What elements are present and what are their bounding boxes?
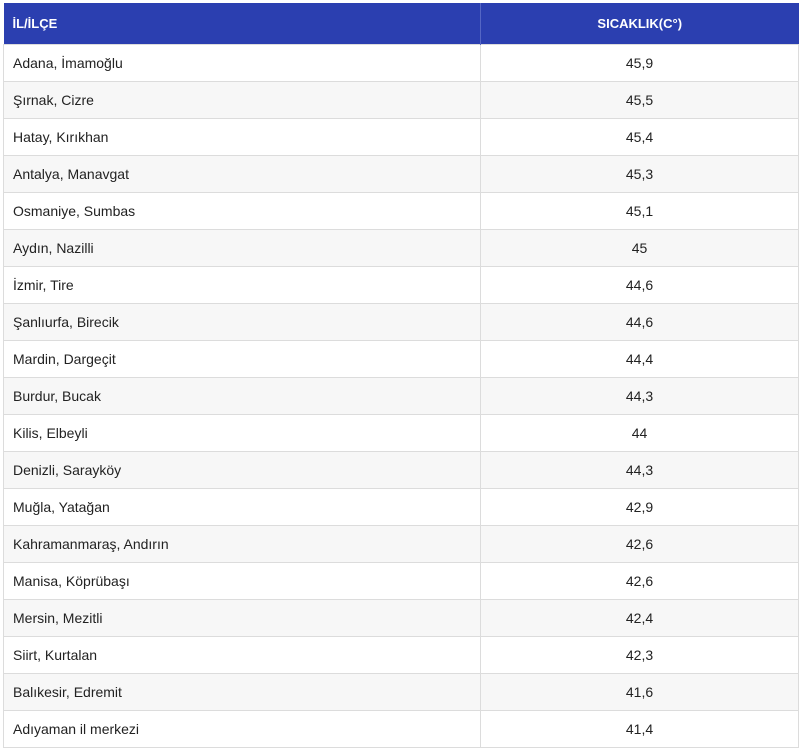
header-temperature: SICAKLIK(C°) xyxy=(480,3,799,45)
table-row: Osmaniye, Sumbas 45,1 xyxy=(3,192,799,230)
cell-temperature: 42,6 xyxy=(480,525,799,563)
cell-location: Manisa, Köprübaşı xyxy=(3,562,481,600)
cell-temperature: 45 xyxy=(480,229,799,267)
cell-location: Kahramanmaraş, Andırın xyxy=(3,525,481,563)
cell-temperature: 45,9 xyxy=(480,44,799,82)
cell-location: Şanlıurfa, Birecik xyxy=(3,303,481,341)
table-row: Şırnak, Cizre 45,5 xyxy=(3,81,799,119)
cell-temperature: 42,6 xyxy=(480,562,799,600)
table-header: İL/İLÇE SICAKLIK(C°) xyxy=(3,3,799,45)
table-row: Burdur, Bucak 44,3 xyxy=(3,377,799,415)
cell-temperature: 42,3 xyxy=(480,636,799,674)
table-row: Manisa, Köprübaşı 42,6 xyxy=(3,562,799,600)
table-row: Aydın, Nazilli 45 xyxy=(3,229,799,267)
cell-location: Hatay, Kırıkhan xyxy=(3,118,481,156)
cell-temperature: 41,4 xyxy=(480,710,799,748)
table-row: Mersin, Mezitli 42,4 xyxy=(3,599,799,637)
cell-location: Burdur, Bucak xyxy=(3,377,481,415)
table-row: Adana, İmamoğlu 45,9 xyxy=(3,44,799,82)
temperature-table: İL/İLÇE SICAKLIK(C°) Adana, İmamoğlu 45,9… xyxy=(3,3,799,748)
cell-location: İzmir, Tire xyxy=(3,266,481,304)
cell-temperature: 44,3 xyxy=(480,377,799,415)
cell-temperature: 45,5 xyxy=(480,81,799,119)
cell-location: Şırnak, Cizre xyxy=(3,81,481,119)
temperature-table-container: İL/İLÇE SICAKLIK(C°) Adana, İmamoğlu 45,9… xyxy=(3,3,799,748)
cell-temperature: 41,6 xyxy=(480,673,799,711)
cell-temperature: 44,6 xyxy=(480,303,799,341)
cell-temperature: 42,4 xyxy=(480,599,799,637)
cell-location: Balıkesir, Edremit xyxy=(3,673,481,711)
cell-location: Aydın, Nazilli xyxy=(3,229,481,267)
table-row: Kahramanmaraş, Andırın 42,6 xyxy=(3,525,799,563)
header-row: İL/İLÇE SICAKLIK(C°) xyxy=(3,3,799,45)
cell-location: Muğla, Yatağan xyxy=(3,488,481,526)
cell-location: Osmaniye, Sumbas xyxy=(3,192,481,230)
cell-location: Mardin, Dargeçit xyxy=(3,340,481,378)
table-row: Muğla, Yatağan 42,9 xyxy=(3,488,799,526)
cell-temperature: 44,4 xyxy=(480,340,799,378)
cell-temperature: 42,9 xyxy=(480,488,799,526)
table-row: Balıkesir, Edremit 41,6 xyxy=(3,673,799,711)
table-row: Antalya, Manavgat 45,3 xyxy=(3,155,799,193)
cell-temperature: 45,1 xyxy=(480,192,799,230)
cell-location: Adana, İmamoğlu xyxy=(3,44,481,82)
cell-temperature: 44,3 xyxy=(480,451,799,489)
table-row: Kilis, Elbeyli 44 xyxy=(3,414,799,452)
cell-temperature: 44 xyxy=(480,414,799,452)
cell-temperature: 44,6 xyxy=(480,266,799,304)
table-row: Mardin, Dargeçit 44,4 xyxy=(3,340,799,378)
cell-temperature: 45,3 xyxy=(480,155,799,193)
cell-location: Kilis, Elbeyli xyxy=(3,414,481,452)
table-body: Adana, İmamoğlu 45,9 Şırnak, Cizre 45,5 Hata… xyxy=(3,44,799,748)
cell-location: Denizli, Sarayköy xyxy=(3,451,481,489)
table-row: İzmir, Tire 44,6 xyxy=(3,266,799,304)
cell-location: Adıyaman il merkezi xyxy=(3,710,481,748)
cell-location: Siirt, Kurtalan xyxy=(3,636,481,674)
table-row: Siirt, Kurtalan 42,3 xyxy=(3,636,799,674)
table-row: Adıyaman il merkezi 41,4 xyxy=(3,710,799,748)
table-row: Şanlıurfa, Birecik 44,6 xyxy=(3,303,799,341)
table-row: Denizli, Sarayköy 44,3 xyxy=(3,451,799,489)
cell-location: Antalya, Manavgat xyxy=(3,155,481,193)
table-row: Hatay, Kırıkhan 45,4 xyxy=(3,118,799,156)
header-location: İL/İLÇE xyxy=(3,3,481,45)
cell-location: Mersin, Mezitli xyxy=(3,599,481,637)
cell-temperature: 45,4 xyxy=(480,118,799,156)
